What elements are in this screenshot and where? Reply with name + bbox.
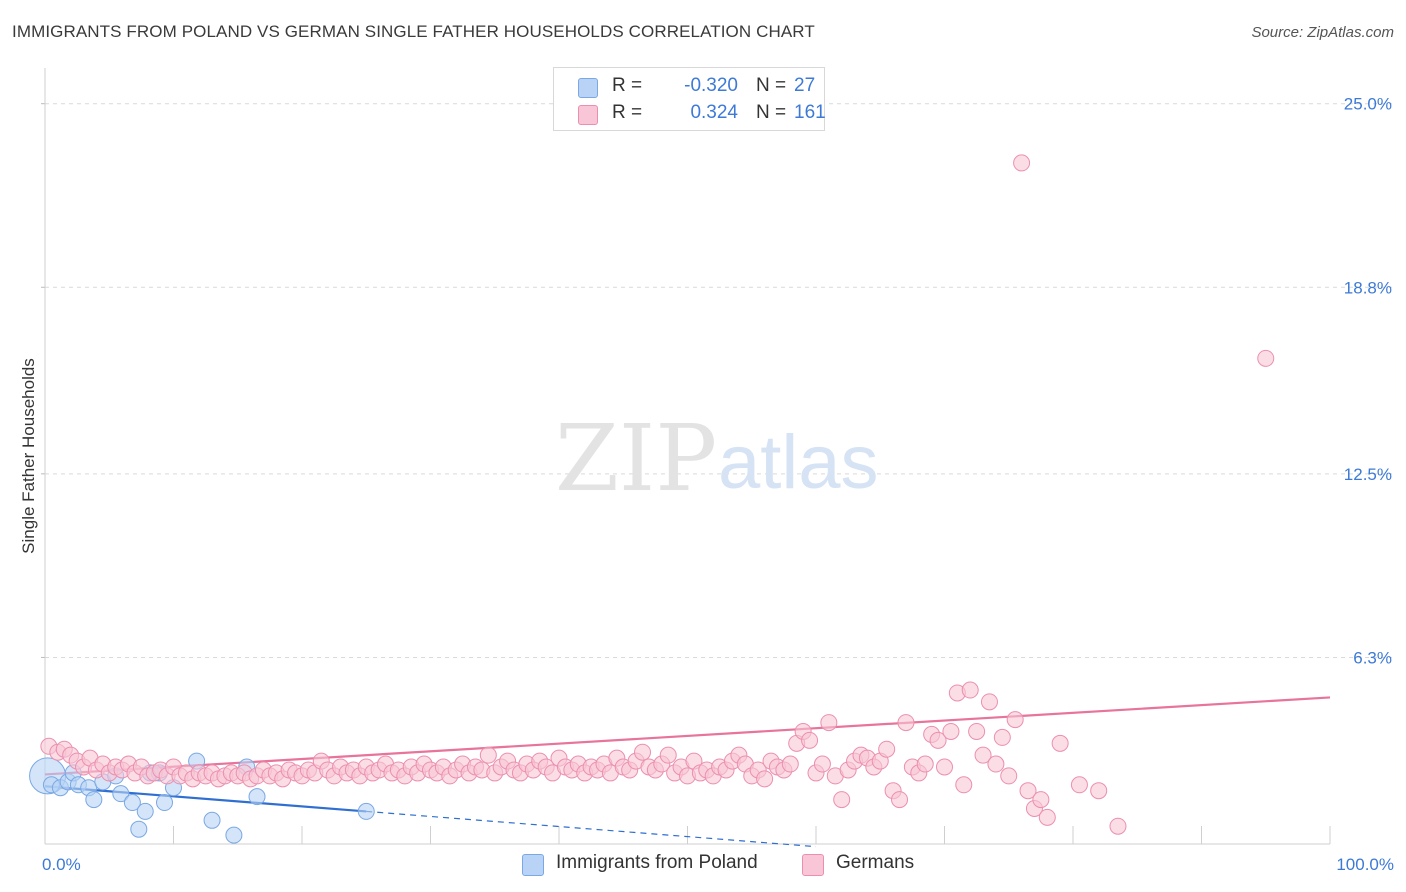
poland-point [85,791,103,809]
y-tick-label: 12.5% [1344,465,1392,484]
germans-point [980,693,998,711]
germans-point [1019,782,1037,800]
germans-point [878,740,896,758]
y-tick-label: 18.8% [1344,278,1392,297]
germans-point [1013,154,1031,172]
legend-swatch-pink [578,105,598,125]
y-tick-label: 6.3% [1353,648,1392,667]
legend-n-label: N = [756,102,787,123]
legend-swatch-blue [578,78,598,98]
legend-n-value: 161 [794,102,826,123]
germans-point [813,755,831,773]
poland-point [130,820,148,838]
legend-swatch-blue [522,854,544,876]
legend-swatch-pink [802,854,824,876]
germans-point [974,746,992,764]
germans-point [1051,734,1069,752]
legend-label: Germans [836,852,915,873]
correlation-legend: R = -0.320 N = 27 R = 0.324 N = 161 [553,67,826,131]
germans-point [1109,817,1127,835]
germans-point [820,714,838,732]
germans-point [634,743,652,761]
poland-point [156,794,174,812]
data-points [29,154,1275,844]
germans-point [1006,711,1024,729]
legend-n-label: N = [756,75,787,96]
germans-point [942,722,960,740]
poland-point [203,811,221,829]
germans-point [961,681,979,699]
germans-point [781,755,799,773]
axes [41,68,1331,845]
germans-point [993,728,1011,746]
germans-point [955,776,973,794]
germans-point [479,746,497,764]
tick-labels: 25.0% 18.8% 12.5% 6.3% 0.0% 100.0% [42,95,1394,874]
germans-point [897,714,915,732]
gridlines [45,103,1392,658]
germans-point [987,755,1005,773]
poland-trend-line [44,785,367,813]
germans-point [968,722,986,740]
legend-r-value: 0.324 [690,102,738,123]
germans-point [801,731,819,749]
poland-point [225,826,243,844]
x-tick-label: 0.0% [42,855,81,874]
y-axis-label: Single Father Households [19,358,38,554]
germans-point [1038,808,1056,826]
germans-point [1070,776,1088,794]
germans-point [756,770,774,788]
germans-point [1090,782,1108,800]
x-tick-label: 100.0% [1336,855,1394,874]
legend-label: Immigrants from Poland [556,852,758,873]
poland-point [357,802,375,820]
trend-lines [44,696,1331,848]
watermark-zip: ZIP [555,405,717,512]
legend-n-value: 27 [794,75,816,96]
chart-title: IMMIGRANTS FROM POLAND VS GERMAN SINGLE … [12,22,815,41]
germans-point [936,758,953,776]
poland-point [248,788,266,806]
germans-point [833,791,851,809]
series-legend: Immigrants from Poland Germans [0,850,1406,880]
poland-point [112,785,130,803]
germans-point [1000,767,1018,785]
germans-point [891,791,909,809]
poland-point [136,802,154,820]
germans-point [1257,349,1275,367]
germans-point [1032,791,1050,809]
legend-r-label: R = [612,75,643,96]
germans-point [659,746,677,764]
legend-r-label: R = [612,102,643,123]
germans-point [929,731,947,749]
source-credit: Source: ZipAtlas.com [1251,24,1394,41]
watermark-atlas: atlas [718,420,879,505]
y-tick-label: 25.0% [1344,95,1392,114]
legend-r-value: -0.320 [684,75,738,96]
germans-point [916,755,934,773]
germans-trend-line [44,696,1331,776]
poland-point [123,794,141,812]
poland-trend-extension [366,810,817,848]
